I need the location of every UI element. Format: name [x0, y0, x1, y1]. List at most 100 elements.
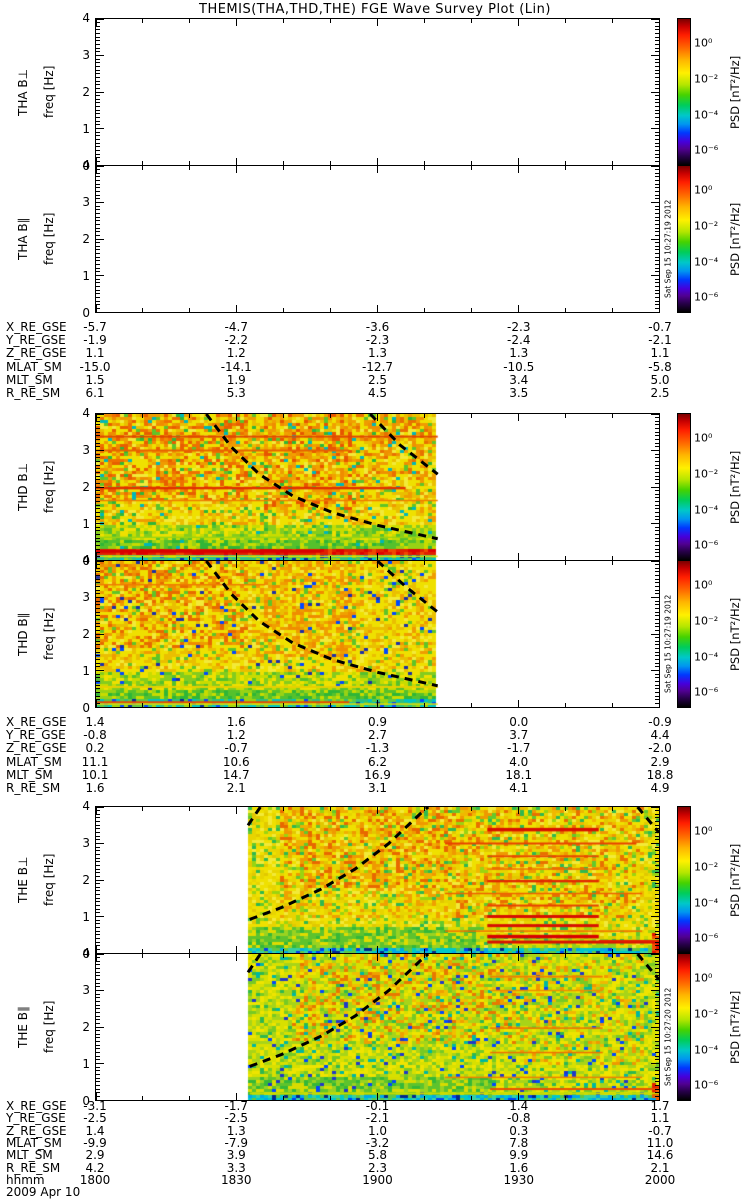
- ephemeris-row-label: R_RE_SM: [6, 386, 61, 400]
- spectrogram-canvas: [96, 414, 659, 560]
- time-tick-mark: [611, 161, 613, 165]
- time-tick-mark: [189, 556, 191, 560]
- freq-tick-mark: [96, 824, 100, 826]
- gyrofrequency-curve: [636, 807, 659, 834]
- freq-tick-mark: [655, 821, 659, 823]
- time-tick-mark: [283, 308, 285, 312]
- ephemeris-value: 1.4: [85, 715, 105, 729]
- freq-tick-mark: [96, 1033, 100, 1035]
- time-tick-mark: [423, 19, 425, 23]
- colorbar-tick-label: 10⁰: [694, 183, 713, 197]
- colorbar-tick-label: 10⁻⁴: [694, 108, 719, 122]
- freq-tick-mark: [651, 954, 659, 955]
- freq-tick-mark: [651, 1026, 659, 1028]
- curve-overlay: [205, 561, 439, 688]
- freq-tick-mark: [655, 699, 659, 701]
- freq-axis-label: freq [Hz]: [40, 953, 58, 1101]
- freq-tick-mark: [96, 1059, 100, 1061]
- freq-tick-mark: [96, 637, 100, 639]
- ephemeris-value: -0.7: [648, 1123, 672, 1138]
- freq-tick-mark: [655, 1041, 659, 1043]
- freq-tick-mark: [655, 420, 659, 422]
- ephemeris-value: -1.7: [507, 741, 531, 756]
- freq-tick-mark: [96, 475, 100, 477]
- time-tick-mark: [330, 703, 332, 707]
- time-tick-mark: [142, 19, 144, 23]
- ephemeris-value: -1.3: [365, 741, 390, 756]
- freq-tick-mark: [655, 504, 659, 506]
- ephemeris-value: 4.0: [509, 754, 529, 769]
- freq-tick-mark: [655, 582, 659, 584]
- freq-tick-label: 3: [82, 443, 90, 457]
- freq-tick-mark: [96, 561, 104, 562]
- ephemeris-value: -2.3: [365, 333, 390, 348]
- ephemeris-value: 0.3: [509, 1123, 529, 1138]
- freq-tick-mark: [96, 212, 100, 214]
- freq-tick-mark: [96, 180, 100, 182]
- time-tick-mark: [564, 954, 566, 958]
- freq-tick-mark: [96, 191, 100, 193]
- time-tick-mark: [189, 954, 191, 958]
- freq-tick-mark: [96, 98, 100, 100]
- freq-tick-mark: [96, 541, 100, 543]
- ephemeris-value: -3.6: [365, 320, 390, 334]
- freq-tick-label: 3: [82, 48, 90, 62]
- freq-axis-label-text: freq [Hz]: [42, 460, 56, 514]
- freq-tick-mark: [655, 142, 659, 144]
- time-tick-mark: [423, 703, 425, 707]
- freq-tick-mark: [96, 926, 100, 928]
- colorbar: [677, 413, 691, 561]
- spectrogram-panel-6: [95, 953, 660, 1101]
- freq-tick-mark: [655, 300, 659, 302]
- freq-tick-mark: [655, 519, 659, 521]
- freq-tick-mark: [655, 135, 659, 137]
- freq-tick-mark: [96, 1063, 104, 1064]
- freq-tick-mark: [96, 930, 100, 932]
- freq-tick-mark: [96, 285, 100, 287]
- freq-tick-mark: [96, 843, 104, 844]
- colorbar: [677, 560, 691, 708]
- ephemeris-value: 1.1: [85, 346, 105, 361]
- freq-tick-mark: [655, 65, 659, 67]
- freq-tick-mark: [96, 231, 100, 233]
- freq-tick-mark: [655, 908, 659, 910]
- freq-tick-mark: [655, 260, 659, 262]
- time-tick-mark: [330, 414, 332, 418]
- freq-tick-mark: [96, 245, 100, 247]
- time-tick-mark: [142, 556, 144, 560]
- time-tick-mark: [96, 305, 97, 312]
- time-tick-mark: [96, 1093, 97, 1100]
- colorbar-tick-label: 10⁻⁴: [694, 650, 719, 664]
- freq-tick-mark: [655, 810, 659, 812]
- freq-tick-label: 3: [82, 590, 90, 604]
- freq-tick-mark: [655, 644, 659, 646]
- freq-tick-mark: [96, 680, 100, 682]
- time-tick-mark: [283, 561, 285, 565]
- freq-tick-mark: [96, 1052, 100, 1054]
- freq-tick-mark: [655, 604, 659, 606]
- ephemeris-value: 2.7: [367, 728, 388, 743]
- freq-tick-mark: [96, 937, 100, 939]
- freq-tick-mark: [655, 817, 659, 819]
- time-tick-mark: [611, 703, 613, 707]
- freq-tick-mark: [655, 1052, 659, 1054]
- freq-tick-label: 2: [82, 627, 90, 641]
- colorbar-axis-label-text: PSD [nT²/Hz]: [728, 55, 742, 129]
- freq-tick-mark: [96, 821, 100, 823]
- freq-tick-mark: [655, 861, 659, 863]
- ephemeris-value: 2.5: [650, 386, 670, 400]
- ephemeris-value: 4.9: [650, 781, 670, 795]
- freq-tick-mark: [96, 471, 100, 473]
- freq-tick-mark: [655, 267, 659, 269]
- freq-tick-mark: [96, 460, 100, 462]
- ephemeris-value: 1.6: [85, 781, 105, 795]
- time-tick-mark: [189, 703, 191, 707]
- freq-tick-mark: [96, 622, 100, 624]
- freq-tick-mark: [96, 87, 100, 89]
- freq-tick-label: 2: [82, 480, 90, 494]
- freq-tick-mark: [651, 990, 659, 991]
- freq-tick-mark: [96, 691, 100, 693]
- freq-tick-mark: [96, 1011, 100, 1013]
- freq-tick-mark: [651, 633, 659, 635]
- ephemeris-value: -2.1: [648, 333, 672, 348]
